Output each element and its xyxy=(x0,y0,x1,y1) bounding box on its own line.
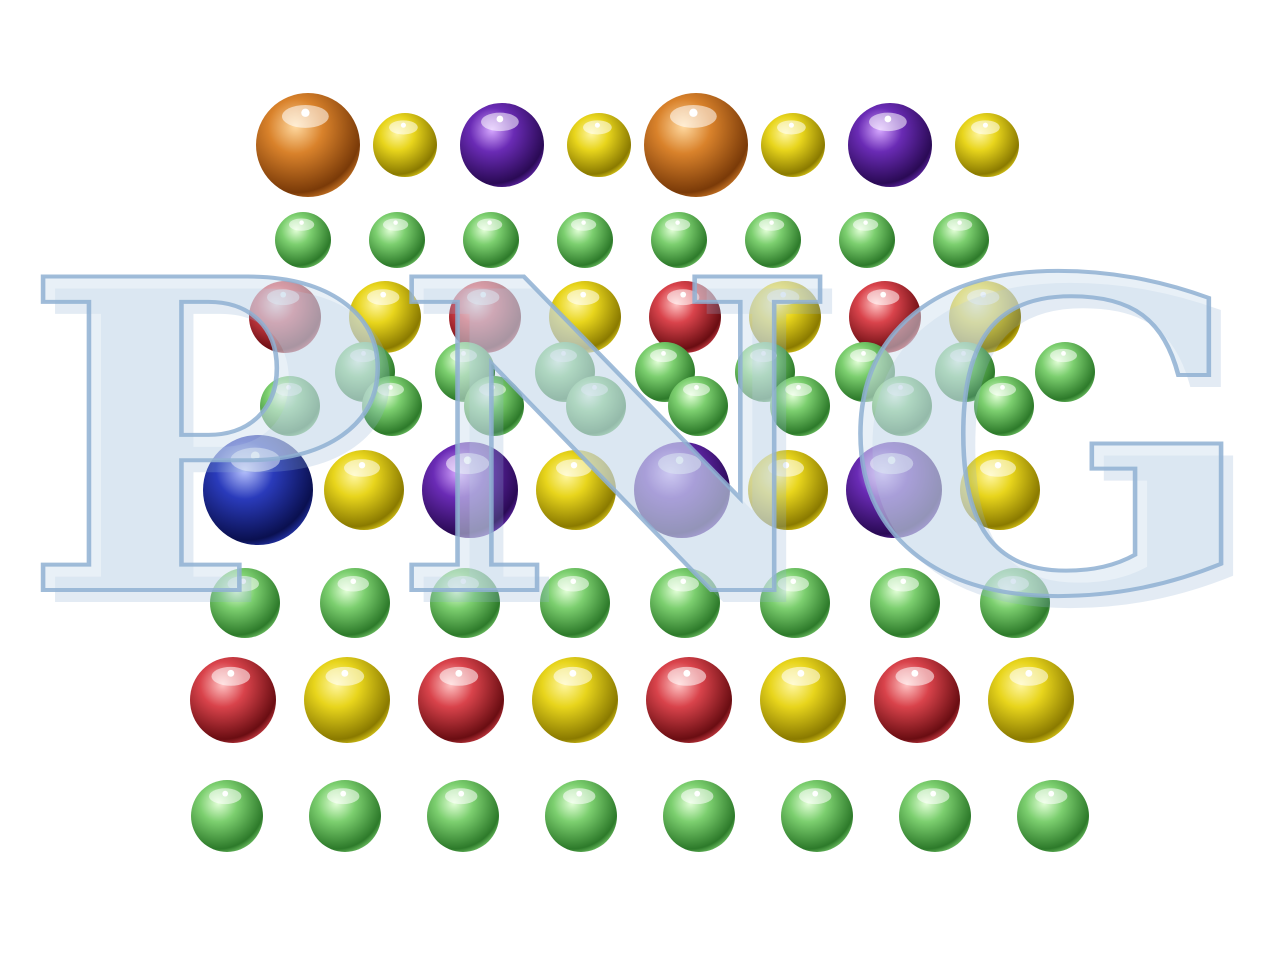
png-letters-shadow: PNG xyxy=(32,199,1272,704)
png-letters-depth: PNG xyxy=(32,199,1272,704)
